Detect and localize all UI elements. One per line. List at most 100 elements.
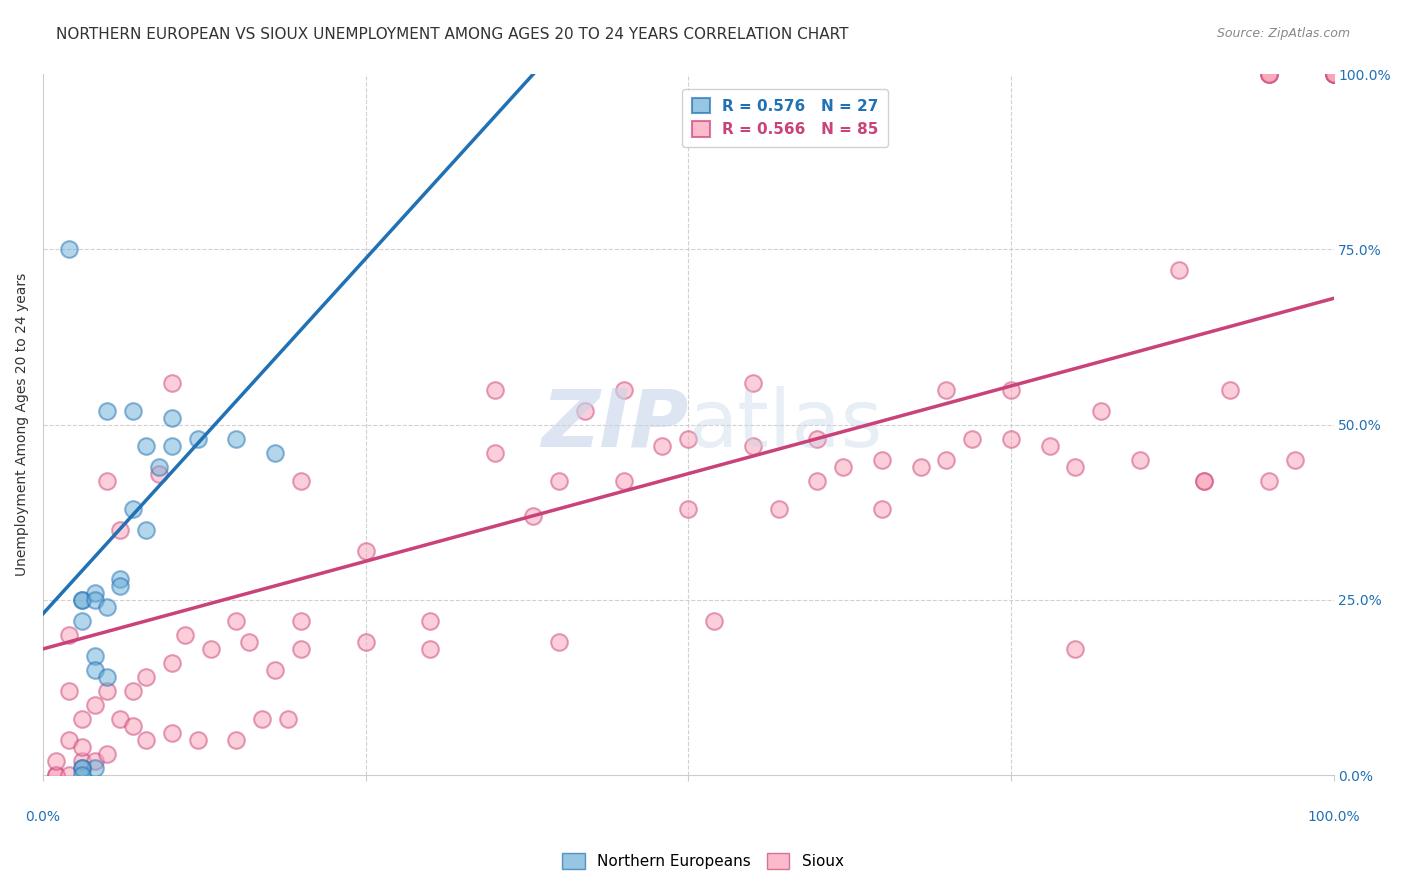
Point (122, 684, 145, 698)
Point (935, 383, 957, 397)
Point (574, 403, 596, 417)
Point (1129, 452, 1152, 467)
Point (225, 733, 247, 747)
Point (83, 698, 105, 712)
Point (160, 726, 183, 740)
Point (58, 768, 80, 782)
Point (1284, 452, 1306, 467)
Point (45, 768, 67, 782)
Point (548, 474, 571, 488)
Point (1322, 67, 1344, 81)
Text: atlas: atlas (688, 385, 883, 464)
Point (935, 452, 957, 467)
Point (148, 459, 170, 474)
Point (70, 740, 93, 755)
Point (70, 712, 93, 726)
Point (160, 376, 183, 390)
Point (1258, 474, 1281, 488)
Point (1219, 383, 1241, 397)
Point (703, 614, 725, 628)
Point (806, 432, 828, 446)
Point (910, 459, 932, 474)
Point (70, 754, 93, 768)
Y-axis label: Unemployment Among Ages 20 to 24 years: Unemployment Among Ages 20 to 24 years (15, 273, 30, 576)
Text: ZIP: ZIP (541, 385, 688, 464)
Point (1322, 67, 1344, 81)
Point (135, 439, 157, 453)
Point (187, 733, 209, 747)
Point (354, 635, 377, 649)
Point (58, 733, 80, 747)
Point (96, 670, 118, 684)
Point (58, 628, 80, 642)
Point (484, 445, 506, 459)
Point (960, 432, 983, 446)
Text: 0.0%: 0.0% (25, 810, 60, 824)
Point (200, 642, 222, 657)
Point (160, 656, 183, 670)
Point (160, 410, 183, 425)
Point (613, 383, 636, 397)
Text: 100.0%: 100.0% (1308, 810, 1360, 824)
Point (768, 501, 790, 516)
Point (264, 445, 287, 459)
Point (187, 432, 209, 446)
Point (83, 761, 105, 775)
Point (613, 474, 636, 488)
Point (870, 501, 893, 516)
Point (135, 670, 157, 684)
Point (419, 642, 441, 657)
Point (290, 474, 312, 488)
Point (96, 474, 118, 488)
Point (135, 733, 157, 747)
Point (290, 642, 312, 657)
Point (1000, 383, 1022, 397)
Point (96, 747, 118, 761)
Point (110, 712, 132, 726)
Point (70, 614, 93, 628)
Point (173, 628, 195, 642)
Point (70, 768, 93, 782)
Point (741, 376, 763, 390)
Legend: Northern Europeans, Sioux: Northern Europeans, Sioux (557, 847, 849, 875)
Point (238, 635, 260, 649)
Point (676, 432, 699, 446)
Point (70, 761, 93, 775)
Point (225, 432, 247, 446)
Point (70, 592, 93, 607)
Point (96, 599, 118, 614)
Point (1258, 67, 1281, 81)
Point (651, 439, 673, 453)
Point (522, 508, 544, 523)
Text: NORTHERN EUROPEAN VS SIOUX UNEMPLOYMENT AMONG AGES 20 TO 24 YEARS CORRELATION CH: NORTHERN EUROPEAN VS SIOUX UNEMPLOYMENT … (56, 27, 849, 42)
Point (1064, 642, 1087, 657)
Point (58, 684, 80, 698)
Point (1258, 67, 1281, 81)
Point (83, 586, 105, 600)
Point (110, 579, 132, 593)
Point (290, 614, 312, 628)
Point (354, 543, 377, 558)
Point (110, 523, 132, 537)
Point (135, 523, 157, 537)
Point (225, 614, 247, 628)
Point (96, 403, 118, 417)
Point (419, 614, 441, 628)
Point (1258, 67, 1281, 81)
Point (1064, 459, 1087, 474)
Point (1322, 67, 1344, 81)
Point (870, 452, 893, 467)
Point (484, 383, 506, 397)
Point (70, 592, 93, 607)
Point (83, 592, 105, 607)
Point (45, 768, 67, 782)
Point (548, 635, 571, 649)
Legend: R = 0.576   N = 27, R = 0.566   N = 85: R = 0.576 N = 27, R = 0.566 N = 85 (682, 88, 887, 146)
Point (806, 474, 828, 488)
Point (676, 501, 699, 516)
Point (1000, 432, 1022, 446)
Point (83, 754, 105, 768)
Point (1167, 263, 1189, 277)
Point (58, 242, 80, 256)
Point (122, 719, 145, 733)
